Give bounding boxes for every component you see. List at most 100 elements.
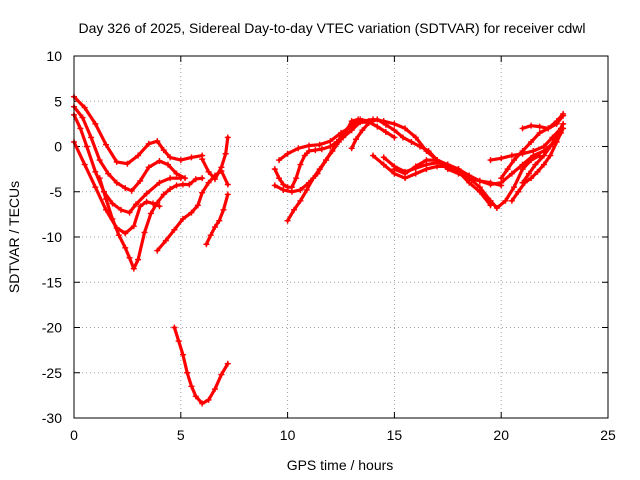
series-arc-7 — [203, 191, 231, 248]
y-tick-label: -30 — [42, 410, 62, 426]
data-point — [348, 145, 355, 152]
data-point — [179, 215, 186, 222]
data-point — [156, 203, 163, 210]
data-point — [177, 175, 184, 182]
data-point — [511, 184, 518, 191]
data-point — [143, 198, 150, 205]
data-point — [154, 247, 161, 254]
data-point — [203, 241, 210, 248]
data-point — [199, 156, 206, 163]
chart-title: Day 326 of 2025, Sidereal Day-to-day VTE… — [78, 20, 585, 36]
data-point — [103, 195, 110, 202]
data-point — [143, 190, 150, 197]
series-arc-2 — [71, 103, 189, 194]
data-point — [175, 338, 182, 345]
data-point — [560, 110, 567, 117]
data-point — [126, 254, 133, 261]
data-point — [224, 134, 231, 141]
data-point — [297, 161, 304, 168]
data-point — [434, 157, 441, 164]
data-point — [316, 166, 323, 173]
data-point — [528, 175, 535, 182]
data-point — [521, 179, 528, 186]
data-point — [335, 138, 342, 145]
data-point — [79, 114, 86, 121]
data-point — [194, 202, 201, 209]
x-tick-label: 25 — [600, 427, 616, 443]
data-point — [132, 201, 139, 208]
data-point — [135, 152, 142, 159]
data-point — [498, 175, 505, 182]
data-point — [154, 138, 161, 145]
data-point — [145, 140, 152, 147]
data-point — [370, 152, 377, 159]
data-point — [425, 148, 432, 155]
data-point — [525, 170, 532, 177]
data-point — [504, 166, 511, 173]
data-point — [487, 181, 494, 188]
x-axis-label: GPS time / hours — [287, 457, 394, 473]
data-point — [160, 191, 167, 198]
series-line — [273, 120, 396, 189]
y-tick-label: -15 — [42, 274, 62, 290]
data-point — [365, 119, 372, 126]
data-point — [402, 125, 409, 132]
data-point — [96, 157, 103, 164]
data-point — [295, 145, 302, 152]
data-point — [297, 197, 304, 204]
data-point — [348, 118, 355, 125]
data-point — [154, 199, 161, 206]
data-point — [211, 176, 218, 183]
series-arc-9 — [171, 324, 231, 407]
data-point — [519, 161, 526, 168]
series-line — [286, 117, 360, 223]
data-point — [105, 170, 112, 177]
data-point — [130, 223, 137, 230]
data-point — [115, 232, 122, 239]
y-axis-label: SDTVAR / TECUs — [6, 181, 22, 293]
data-point — [466, 179, 473, 186]
data-point — [83, 143, 90, 150]
data-point — [81, 161, 88, 168]
data-point — [412, 163, 419, 170]
data-point — [476, 188, 483, 195]
data-point — [318, 146, 325, 153]
x-tick-label: 20 — [493, 427, 509, 443]
data-point — [211, 386, 218, 393]
data-point — [297, 186, 304, 193]
data-point — [280, 186, 287, 193]
y-tick-label: -5 — [50, 184, 63, 200]
data-point — [167, 154, 174, 161]
series-arc-16 — [391, 129, 565, 188]
data-point — [199, 400, 206, 407]
series-line — [172, 325, 230, 406]
data-point — [276, 157, 283, 164]
data-point — [135, 256, 142, 263]
data-point — [192, 393, 199, 400]
data-point — [553, 138, 560, 145]
data-point — [205, 396, 212, 403]
data-point — [374, 116, 381, 123]
data-point — [224, 181, 231, 188]
data-point — [113, 158, 120, 165]
data-point — [188, 209, 195, 216]
data-point — [92, 120, 99, 127]
data-point — [156, 157, 163, 164]
series-arc-5 — [96, 175, 206, 272]
data-point — [412, 170, 419, 177]
data-point — [137, 177, 144, 184]
data-point — [167, 186, 174, 193]
data-point — [382, 121, 389, 128]
data-point — [536, 129, 543, 136]
data-point — [508, 152, 515, 159]
data-point — [291, 206, 298, 213]
series-arc-15 — [370, 152, 543, 212]
data-point — [122, 230, 129, 237]
series-arc-13 — [284, 116, 362, 224]
data-point — [109, 215, 116, 222]
data-point — [122, 244, 129, 251]
series-arc-10 — [271, 119, 398, 191]
data-point — [502, 197, 509, 204]
data-point — [288, 188, 295, 195]
